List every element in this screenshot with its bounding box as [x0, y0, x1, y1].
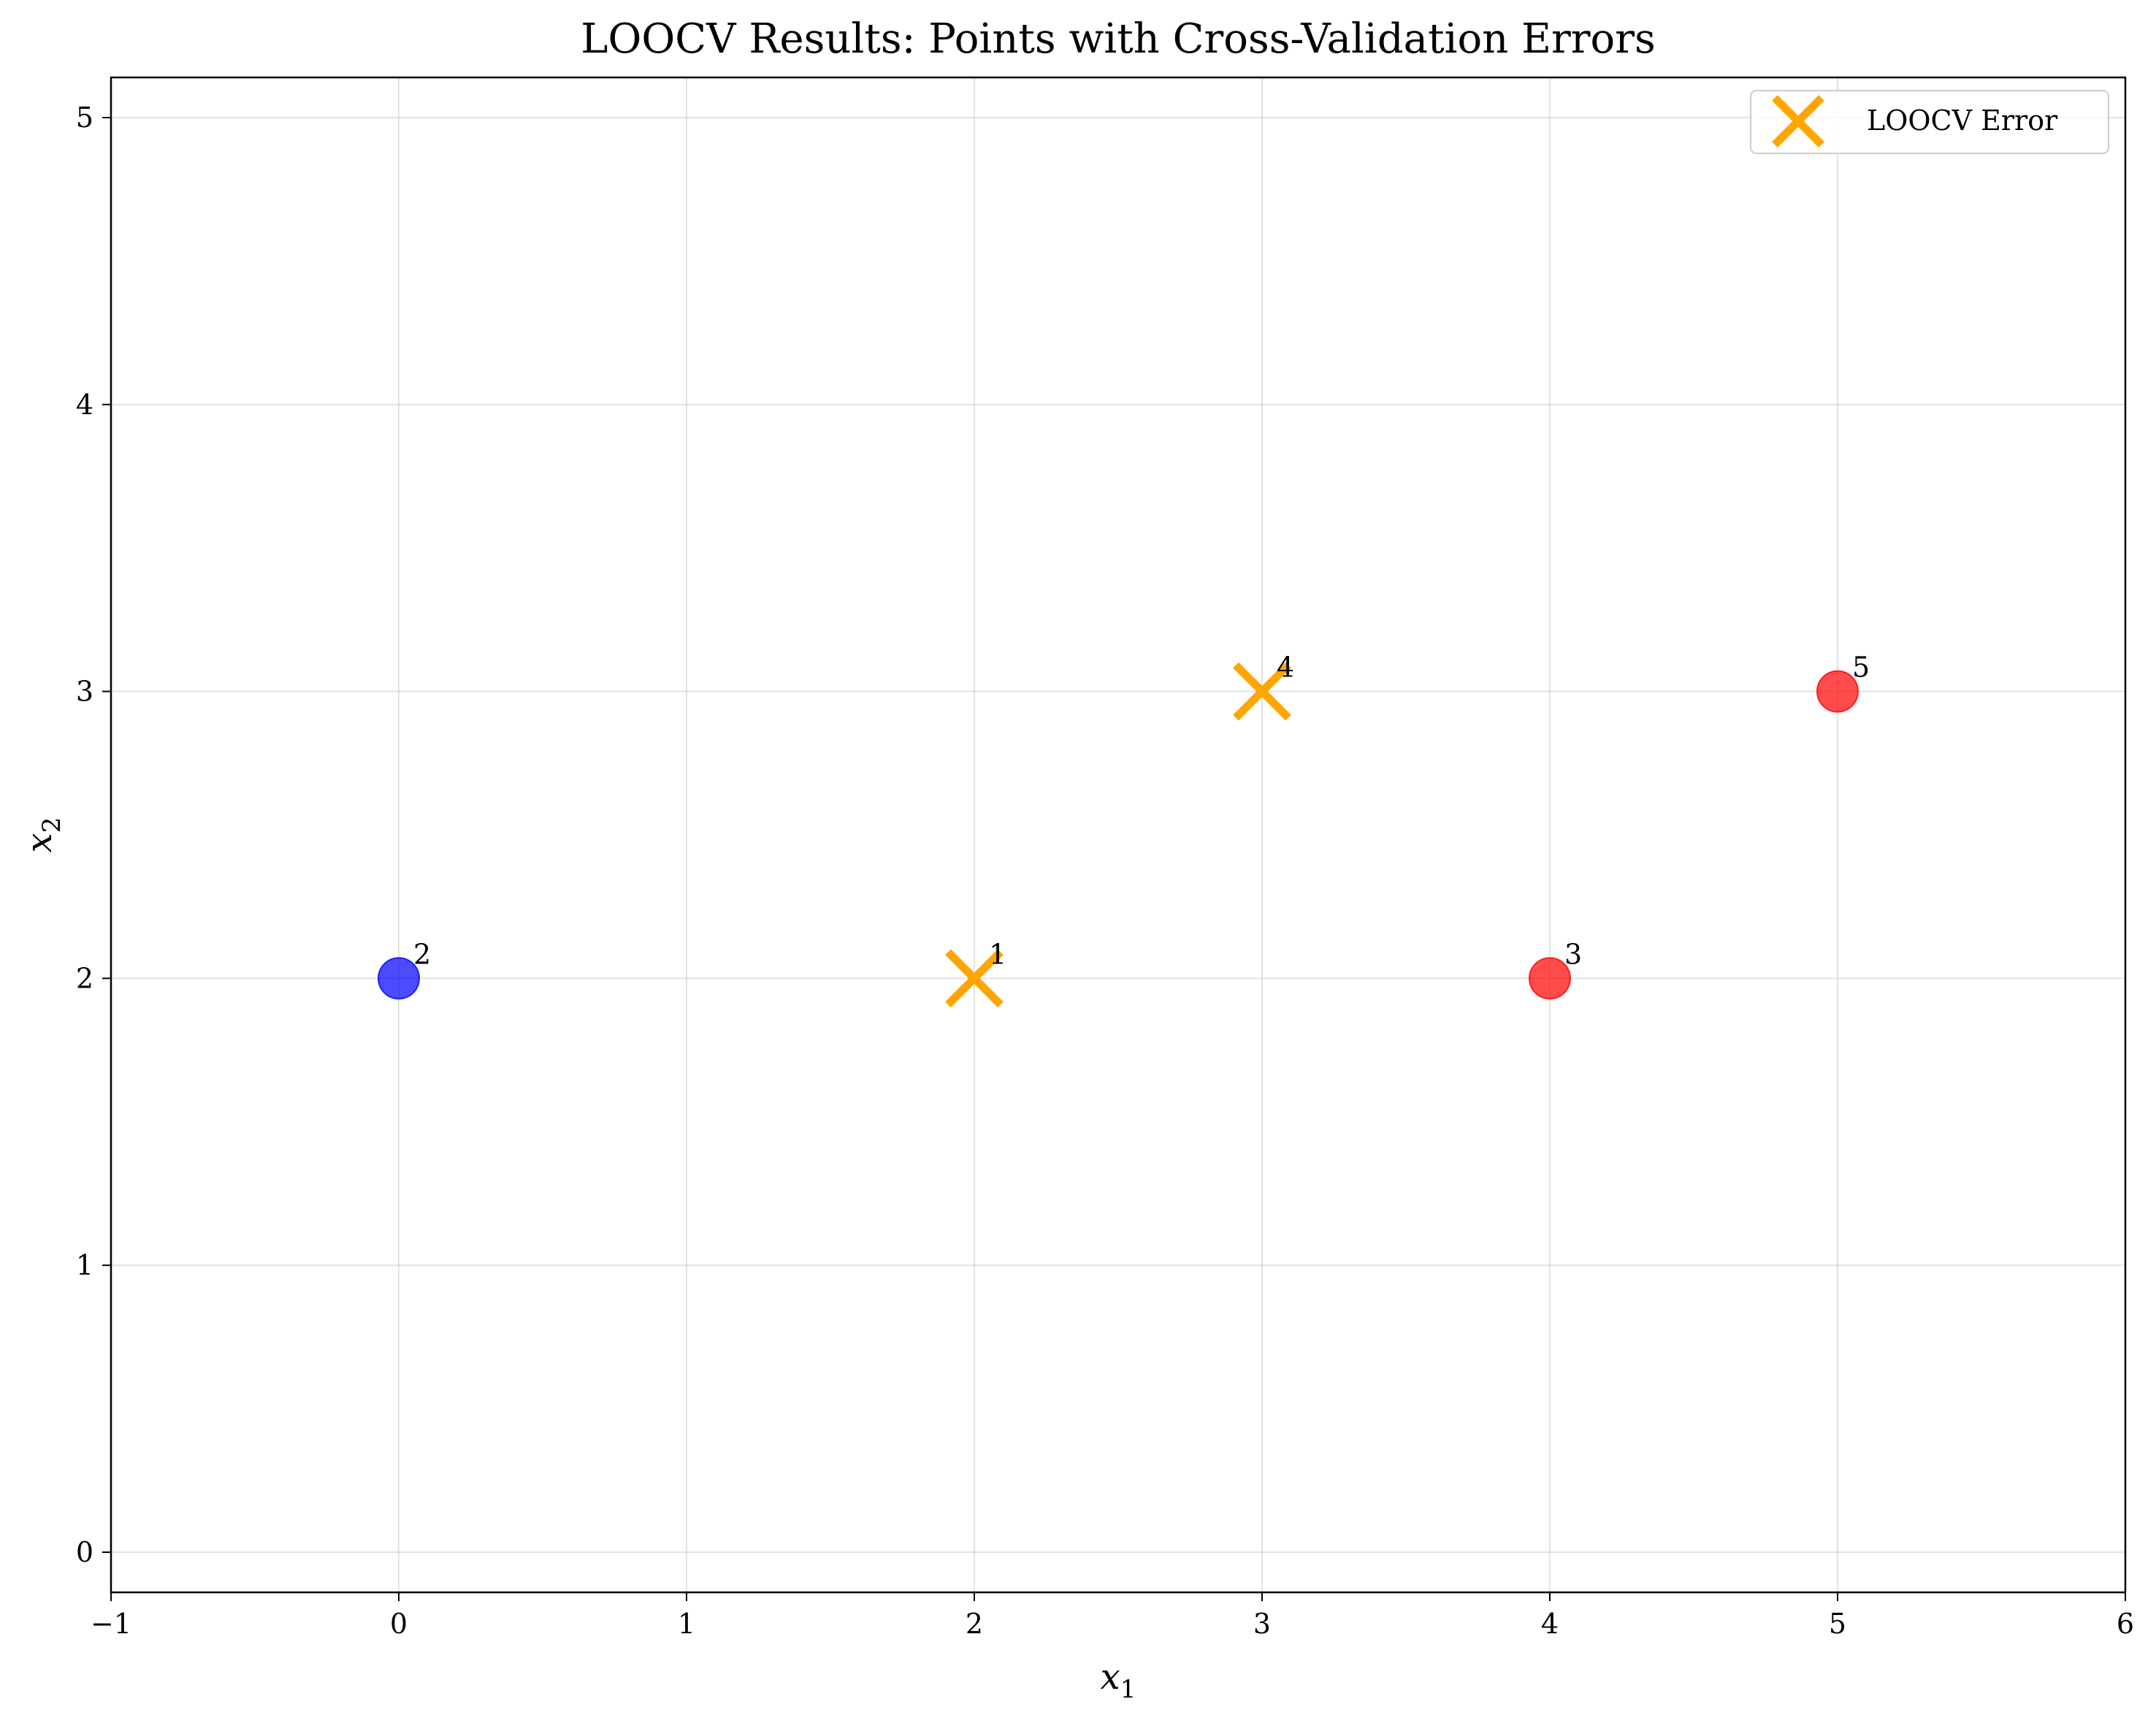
point-5-circle: [1816, 670, 1859, 713]
x-tick-label: 6: [2117, 1608, 2134, 1640]
axis-ticks: −1 0 1 2 3 4 5 6 0 1 2 3 4 5: [76, 102, 2134, 1640]
y-tick-label: 0: [76, 1536, 93, 1568]
x-marker-stroke: [945, 949, 1004, 1008]
plot-area-frame: [110, 76, 2127, 1594]
y-axis-label: x2: [19, 817, 66, 853]
point-3-circle: [1529, 957, 1571, 1000]
x-tick-label: −1: [91, 1608, 131, 1640]
point-4-x-marker: [1233, 662, 1291, 721]
point-1-x-marker: [945, 949, 1004, 1008]
legend-label-loocv-error: LOOCV Error: [1867, 104, 2058, 137]
legend-x-stroke: [1772, 95, 1824, 148]
point-label-3: 3: [1564, 938, 1582, 970]
legend: LOOCV Error: [1750, 90, 2109, 154]
x-marker-stroke: [1233, 662, 1291, 721]
point-2-circle: [378, 957, 420, 1000]
y-tick-label: 1: [76, 1249, 93, 1281]
x-tick-label: 5: [1829, 1608, 1846, 1640]
x-tick-label: 2: [966, 1608, 983, 1640]
point-label-5: 5: [1852, 652, 1870, 684]
x-tick-label: 4: [1541, 1608, 1559, 1640]
x-axis-label: x1: [1101, 1657, 1136, 1704]
y-tick-label: 4: [76, 389, 93, 421]
data-points: 1 2 3 4 5: [378, 652, 1870, 1008]
point-label-2: 2: [413, 938, 431, 970]
legend-box: [1750, 90, 2109, 154]
y-tick-label: 3: [76, 676, 93, 708]
legend-marker-x: [1772, 95, 1824, 148]
point-label-4: 4: [1277, 652, 1294, 684]
point-label-1: 1: [989, 938, 1006, 970]
x-tick-label: 3: [1253, 1608, 1271, 1640]
chart-title: LOOCV Results: Points with Cross-Validat…: [581, 15, 1655, 63]
y-tick-label: 2: [76, 962, 93, 994]
y-tick-label: 5: [76, 102, 93, 134]
x-tick-label: 1: [678, 1608, 695, 1640]
x-tick-label: 0: [390, 1608, 408, 1640]
